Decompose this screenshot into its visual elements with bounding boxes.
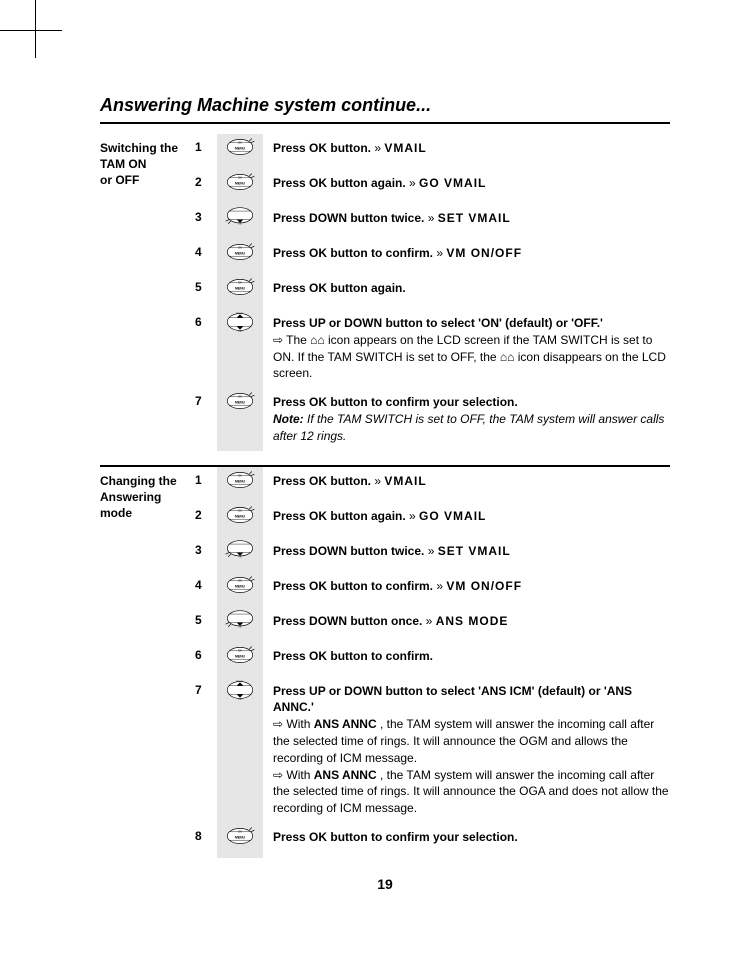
ok-button-icon [223,644,257,666]
page-number: 19 [100,876,670,892]
step-number: 3 [195,537,217,572]
step-icon-cell [217,572,263,607]
steps-grid: 1 Press OK button. » VMAIL 2 Press OK butto… [195,467,670,858]
step-icon-cell [217,607,263,642]
section-label: Switching theTAM ONor OFF [100,134,195,451]
instruction-section: Changing theAnsweringmode1 Press OK butto… [100,465,670,858]
step-number: 4 [195,239,217,274]
step-text: Press OK button again. » GO VMAIL [263,169,670,204]
step-text: Press UP or DOWN button to select 'ON' (… [263,309,670,388]
step-text: Press OK button again. [263,274,670,309]
step-text: Press DOWN button twice. » SET VMAIL [263,204,670,239]
crop-mark-h [0,30,62,31]
step-number: 7 [195,388,217,450]
step-number: 5 [195,607,217,642]
updown-button-icon [223,679,257,701]
step-icon-cell [217,823,263,858]
step-number: 5 [195,274,217,309]
crop-mark-v [35,0,36,58]
ok-button-icon [223,390,257,412]
down-button-icon [223,539,257,561]
step-icon-cell [217,537,263,572]
step-icon-cell [217,677,263,823]
step-icon-cell [217,204,263,239]
ok-button-icon [223,276,257,298]
step-number: 6 [195,309,217,388]
step-icon-cell [217,239,263,274]
ok-button-icon [223,469,257,491]
step-text: Press OK button to confirm. [263,642,670,677]
step-number: 1 [195,134,217,169]
step-number: 2 [195,502,217,537]
down-button-icon [223,609,257,631]
ok-button-icon [223,574,257,596]
step-text: Press DOWN button once. » ANS MODE [263,607,670,642]
ok-button-icon [223,136,257,158]
ok-button-icon [223,241,257,263]
step-text: Press OK button again. » GO VMAIL [263,502,670,537]
step-text: Press OK button to confirm. » VM ON/OFF [263,572,670,607]
down-button-icon [223,206,257,228]
step-text: Press OK button. » VMAIL [263,467,670,502]
step-number: 6 [195,642,217,677]
step-number: 7 [195,677,217,823]
ok-button-icon [223,825,257,847]
step-icon-cell [217,169,263,204]
section-label: Changing theAnsweringmode [100,467,195,858]
page-title: Answering Machine system continue... [100,95,670,124]
step-number: 2 [195,169,217,204]
step-icon-cell [217,467,263,502]
step-icon-cell [217,642,263,677]
step-text: Press UP or DOWN button to select 'ANS I… [263,677,670,823]
ok-button-icon [223,171,257,193]
updown-button-icon [223,311,257,333]
step-text: Press OK button to confirm your selectio… [263,388,670,450]
ok-button-icon [223,504,257,526]
step-icon-cell [217,274,263,309]
step-text: Press DOWN button twice. » SET VMAIL [263,537,670,572]
instruction-section: Switching theTAM ONor OFF1 Press OK butto… [100,134,670,451]
step-text: Press OK button. » VMAIL [263,134,670,169]
step-text: Press OK button to confirm your selectio… [263,823,670,858]
steps-grid: 1 Press OK button. » VMAIL 2 Press OK butto… [195,134,670,451]
step-number: 4 [195,572,217,607]
step-icon-cell [217,502,263,537]
step-icon-cell [217,134,263,169]
step-number: 8 [195,823,217,858]
step-text: Press OK button to confirm. » VM ON/OFF [263,239,670,274]
step-number: 3 [195,204,217,239]
step-icon-cell [217,309,263,388]
step-number: 1 [195,467,217,502]
step-icon-cell [217,388,263,450]
